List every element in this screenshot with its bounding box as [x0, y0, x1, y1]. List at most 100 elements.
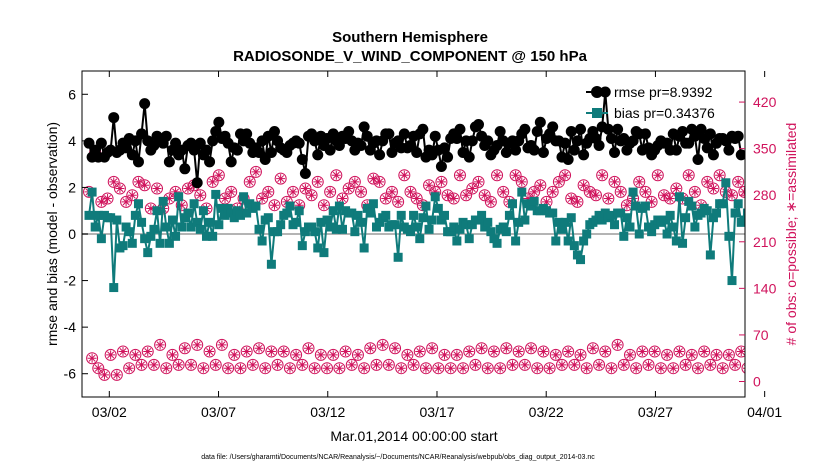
bias-point: [718, 199, 728, 209]
bias-point: [297, 241, 307, 251]
obs-possible-point: [358, 362, 371, 375]
bias-point: [582, 229, 592, 239]
bias-point: [158, 196, 168, 206]
rmse-point: [670, 144, 682, 156]
obs-possible-point: [478, 189, 491, 202]
obs-possible-point: [351, 348, 364, 361]
rmse-point: [108, 112, 120, 124]
obs-assimilated-point: [294, 200, 304, 210]
x-tick-label: 03/02: [92, 404, 127, 420]
bias-point: [724, 231, 734, 241]
bias-point: [508, 199, 518, 209]
obs-possible-point: [253, 342, 266, 355]
obs-assimilated-point: [576, 350, 586, 360]
obs-possible-point: [596, 169, 609, 182]
obs-possible-point: [376, 338, 389, 351]
obs-assimilated-point: [387, 187, 397, 197]
obs-possible-point: [506, 358, 519, 371]
obs-assimilated-point: [424, 180, 434, 190]
obs-possible-point: [262, 185, 275, 198]
rmse-point: [537, 147, 549, 158]
obs-possible-point: [568, 358, 581, 371]
bias-point: [560, 217, 570, 227]
obs-possible-point: [345, 358, 358, 371]
obs-assimilated-point: [665, 194, 675, 204]
legend-bias-label: bias pr=0.34376: [614, 105, 715, 121]
obs-assimilated-point: [563, 347, 573, 357]
rmse-point: [732, 130, 744, 142]
bias-point: [489, 234, 499, 244]
bias-point: [239, 192, 249, 202]
obs-assimilated-point: [585, 187, 595, 197]
obs-assimilated-point: [470, 360, 480, 370]
bias-point: [430, 192, 440, 202]
obs-possible-point: [453, 169, 466, 182]
obs-assimilated-point: [390, 343, 400, 353]
obs-possible-point: [460, 189, 473, 202]
bias-point: [310, 227, 320, 237]
bias-point: [681, 213, 691, 223]
obs-possible-point: [249, 165, 262, 178]
bias-point: [393, 252, 403, 262]
obs-possible-point: [138, 179, 151, 192]
obs-possible-point: [283, 362, 296, 375]
obs-assimilated-point: [393, 197, 403, 207]
rmse-point: [612, 123, 624, 135]
obs-assimilated-point: [542, 197, 552, 207]
obs-assimilated-point: [257, 194, 267, 204]
right-y-tick-label: 420: [753, 94, 777, 110]
obs-assimilated-point: [195, 190, 205, 200]
bias-point: [307, 222, 317, 232]
obs-possible-point: [608, 175, 621, 188]
footnote: data file: /Users/gharamti/Documents/NCA…: [201, 454, 595, 461]
bias-point: [140, 234, 150, 244]
obs-assimilated-point: [489, 347, 499, 357]
left-y-tick-label: -4: [64, 319, 77, 335]
obs-assimilated-point: [248, 360, 258, 370]
bias-point: [739, 215, 745, 225]
bias-point: [446, 227, 456, 237]
obs-assimilated-point: [409, 360, 419, 370]
bias-point: [322, 215, 332, 225]
bias-point: [294, 206, 304, 216]
bias-point: [285, 201, 295, 211]
obs-possible-point: [120, 195, 133, 208]
rmse-point: [578, 149, 590, 161]
obs-possible-point: [321, 362, 334, 375]
left-y-axis-label: rmse and bias (model - observation): [44, 122, 60, 346]
bias-point: [634, 229, 644, 239]
obs-assimilated-point: [115, 184, 125, 194]
obs-assimilated-point: [167, 350, 177, 360]
obs-assimilated-point: [198, 363, 208, 373]
obs-possible-point: [370, 358, 383, 371]
rmse-point: [605, 133, 617, 145]
bias-point: [186, 222, 196, 232]
obs-possible-point: [299, 182, 312, 195]
obs-assimilated-point: [600, 347, 610, 357]
obs-assimilated-point: [161, 363, 171, 373]
obs-possible-point: [593, 358, 606, 371]
obs-possible-point: [209, 358, 222, 371]
obs-assimilated-point: [291, 350, 301, 360]
bias-point: [662, 229, 672, 239]
bias-point: [87, 187, 97, 197]
obs-possible-point: [426, 342, 439, 355]
bias-point: [189, 199, 199, 209]
rmse-point: [132, 156, 144, 168]
obs-assimilated-point: [523, 194, 533, 204]
bias-point: [631, 201, 641, 211]
bias-point: [640, 201, 650, 211]
bias-point: [263, 213, 273, 223]
obs-possible-point: [314, 348, 327, 361]
bias-point: [331, 224, 341, 234]
obs-possible-point: [614, 185, 627, 198]
bias-point: [520, 215, 530, 225]
obs-possible-point: [438, 348, 451, 361]
bias-point: [557, 224, 567, 234]
obs-assimilated-point: [356, 187, 366, 197]
bias-point: [483, 217, 493, 227]
obs-assimilated-point: [656, 363, 666, 373]
right-y-tick-label: 280: [753, 187, 777, 203]
obs-possible-point: [667, 362, 680, 375]
obs-possible-point: [679, 358, 692, 371]
